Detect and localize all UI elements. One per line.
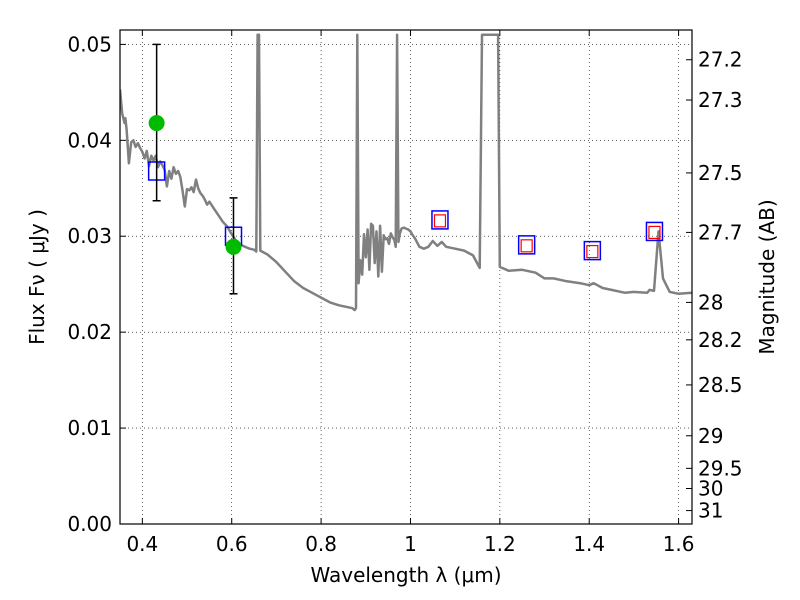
right-tick-label: 27.5 [698, 161, 743, 185]
marker-layer [147, 43, 664, 295]
model-flux-blue-square [583, 240, 602, 261]
plot-background [120, 30, 692, 524]
right-tick-label: 29 [698, 424, 723, 448]
data-layer [120, 33, 692, 312]
right-tick-label: 27.3 [698, 88, 743, 112]
model-flux-blue-square [517, 235, 536, 255]
photometry-point [225, 238, 242, 255]
model-flux-red-square [586, 244, 599, 259]
model-flux-blue-square [431, 210, 449, 230]
right-tick-label: 28.2 [698, 328, 743, 352]
x-tick-label: 0.6 [216, 532, 248, 556]
x-axis-label: Wavelength λ (μm) [310, 563, 501, 587]
model-flux-red-square [433, 214, 447, 228]
right-tick-label: 27.7 [698, 220, 743, 244]
y-tick-label: 0.05 [67, 32, 112, 56]
y-tick-label: 0.04 [67, 128, 112, 152]
right-tick-label: 28.5 [698, 373, 743, 397]
right-tick-label: 31 [698, 499, 723, 523]
right-tick-label: 29.5 [698, 456, 743, 480]
x-tick-label: 1.6 [663, 532, 695, 556]
model-flux-red-square [648, 225, 661, 239]
y-tick-label: 0.02 [67, 320, 112, 344]
model-flux-red-square [520, 239, 533, 253]
tick-layer: 0.4 0.6 0.8 1 1.2 1.4 1.6 0.00 0.01 0.02 0.03 0.04 0… [67, 30, 743, 556]
x-tick-label: 1 [404, 532, 417, 556]
photometry-point [148, 115, 165, 132]
y-tick-label: 0.03 [67, 224, 112, 248]
y-tick-label: 0.01 [67, 416, 112, 440]
x-tick-label: 1.4 [573, 532, 605, 556]
y-tick-label: 0.00 [67, 512, 112, 536]
x-tick-label: 0.4 [126, 532, 158, 556]
plot-frame [119, 29, 693, 525]
right-tick-label: 30 [698, 477, 723, 501]
y-axis-label: Flux Fν ( μJy ) [25, 209, 49, 345]
right-axis-label: Magnitude (AB) [755, 199, 779, 354]
x-tick-label: 1.2 [484, 532, 516, 556]
x-tick-label: 0.8 [305, 532, 337, 556]
right-tick-label: 27.2 [698, 48, 743, 72]
template-spectrum-line [120, 33, 692, 312]
model-flux-blue-square [645, 221, 664, 242]
right-tick-label: 28 [698, 290, 723, 314]
